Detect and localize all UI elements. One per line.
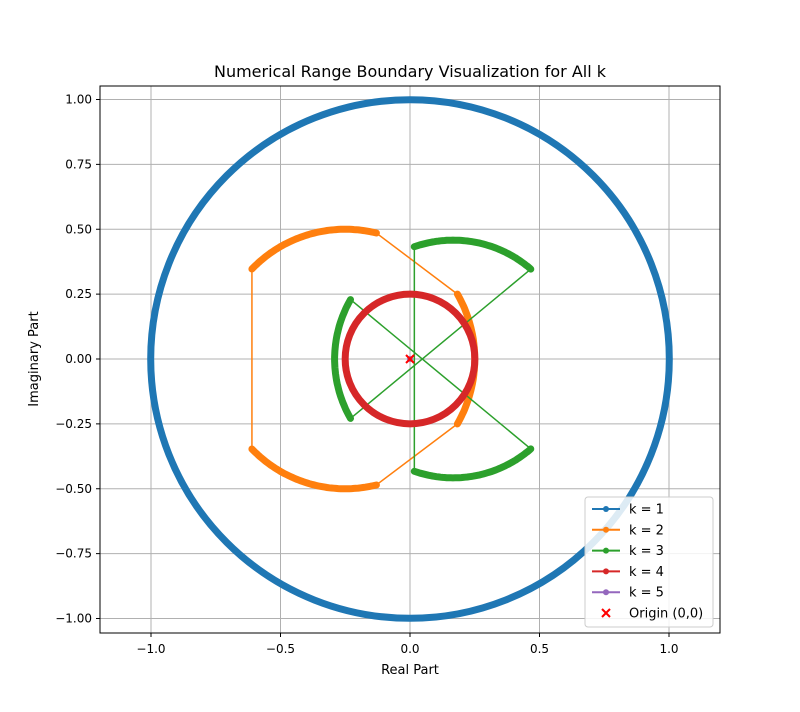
- series-segment: [350, 298, 532, 450]
- series-segment: [350, 268, 532, 420]
- y-tick-label: −0.75: [55, 547, 92, 561]
- legend-marker: [603, 547, 609, 554]
- y-tick-label: −0.25: [55, 417, 92, 431]
- axis-ticks: −1.0 −0.5 0.0 0.5 1.0 −1.00 −0.75 −0.50 −0.25 0.0…: [55, 93, 678, 657]
- x-tick-label: 0.5: [530, 642, 549, 656]
- series-marker: [373, 230, 380, 237]
- x-tick-label: 1.0: [659, 642, 678, 656]
- x-tick-label: −1.0: [136, 642, 165, 656]
- origin-marker-stroke: [405, 354, 415, 364]
- series-curve: [341, 290, 479, 428]
- x-axis-label: Real Part: [381, 663, 439, 678]
- legend-entry: Origin (0,0): [601, 607, 703, 622]
- series-layer: [147, 96, 673, 622]
- legend-label: k = 3: [629, 544, 664, 559]
- legend-marker: [603, 526, 609, 533]
- y-tick-label: −0.50: [55, 482, 92, 496]
- series-segment: [375, 232, 458, 295]
- series-k-3: [331, 236, 535, 482]
- series-marker: [411, 243, 418, 250]
- x-tick-label: 0.0: [400, 642, 419, 656]
- y-tick-label: 0.00: [65, 352, 92, 366]
- series-curve: [147, 96, 673, 622]
- legend-entry: k = 1: [592, 503, 664, 518]
- legend-label: Origin (0,0): [629, 607, 703, 622]
- series-marker: [248, 445, 255, 452]
- legend-label: k = 1: [629, 503, 664, 518]
- legend-entry: k = 4: [592, 565, 664, 580]
- legend-x-marker: [601, 608, 611, 618]
- series-arc: [410, 236, 535, 273]
- series-arc: [248, 445, 380, 493]
- legend-entry: k = 3: [592, 544, 664, 559]
- series-k-4: [341, 290, 479, 428]
- y-tick-label: 0.25: [65, 287, 92, 301]
- legend-marker: [603, 589, 609, 596]
- legend-label: k = 2: [629, 523, 664, 538]
- y-tick-label: 0.50: [65, 222, 92, 236]
- legend-marker: [603, 506, 609, 512]
- series-marker: [411, 468, 418, 475]
- legend-label: k = 5: [629, 586, 664, 601]
- series-marker: [248, 266, 255, 273]
- series-marker: [373, 481, 380, 488]
- series-marker: [527, 445, 534, 452]
- legend-entry: k = 2: [592, 523, 664, 538]
- series-arc: [410, 445, 535, 482]
- legend: k = 1 k = 2 k = 3 k = 4 k = 5 Origin (0,0): [584, 496, 714, 628]
- y-tick-label: −1.00: [55, 612, 92, 626]
- y-tick-label: 0.75: [65, 157, 92, 171]
- legend-label: k = 4: [629, 565, 664, 580]
- series-arc: [331, 296, 354, 422]
- legend-marker: [603, 568, 609, 575]
- series-marker: [454, 291, 461, 298]
- chart-title: Numerical Range Boundary Visualization f…: [214, 62, 607, 81]
- legend-entry: k = 5: [592, 586, 664, 601]
- series-marker: [347, 415, 354, 422]
- series-segment: [375, 423, 458, 486]
- origin-marker: [405, 354, 415, 364]
- x-tick-label: −0.5: [266, 642, 295, 656]
- series-arc: [248, 225, 380, 273]
- series-k-1: [147, 96, 673, 622]
- y-tick-label: 1.00: [65, 93, 92, 107]
- y-axis-label: Imaginary Part: [27, 311, 42, 406]
- series-marker: [527, 266, 534, 273]
